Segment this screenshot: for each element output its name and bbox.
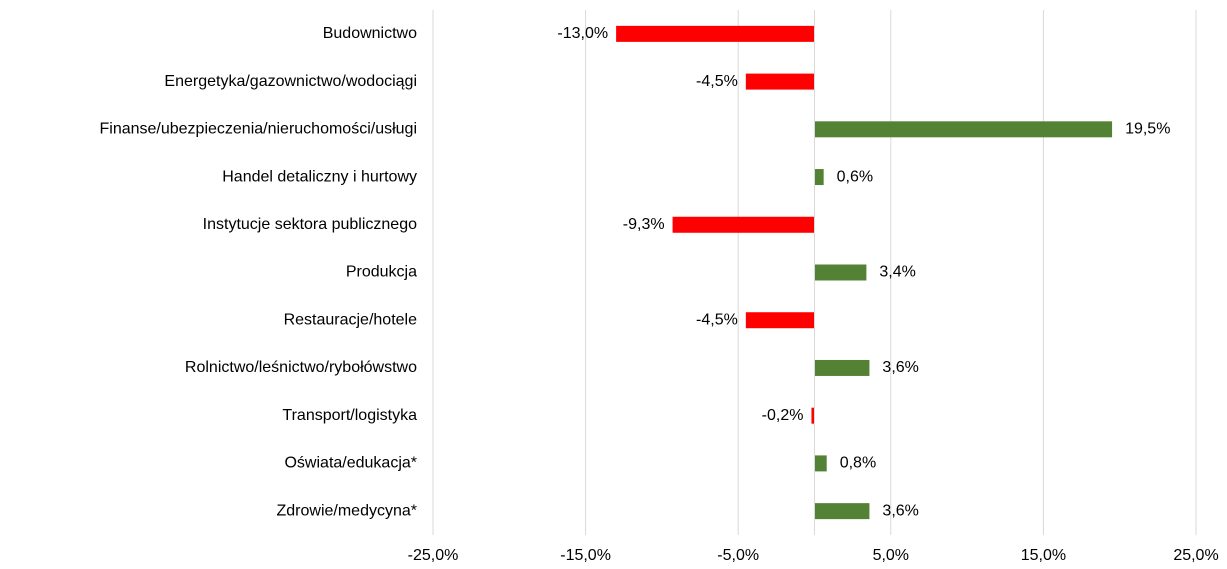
data-label: 3,6% bbox=[882, 359, 918, 376]
data-label: -0,2% bbox=[762, 407, 804, 424]
x-tick-label: 15,0% bbox=[1021, 547, 1066, 564]
category-label: Transport/logistyka bbox=[282, 407, 417, 424]
data-label: 3,4% bbox=[879, 264, 915, 281]
bar bbox=[672, 216, 815, 233]
bar bbox=[814, 121, 1113, 138]
bar bbox=[811, 407, 815, 424]
data-label: 19,5% bbox=[1125, 121, 1170, 138]
category-label: Instytucje sektora publicznego bbox=[203, 216, 417, 233]
bar bbox=[616, 25, 815, 42]
category-label: Oświata/edukacja* bbox=[284, 455, 417, 472]
x-tick-label: -5,0% bbox=[717, 547, 759, 564]
data-label: -4,5% bbox=[696, 311, 738, 328]
category-label: Handel detaliczny i hurtowy bbox=[222, 168, 417, 185]
category-label: Finanse/ubezpieczenia/nieruchomości/usłu… bbox=[99, 121, 417, 138]
bar bbox=[745, 312, 815, 329]
data-label: -4,5% bbox=[696, 73, 738, 90]
x-tick-label: -15,0% bbox=[560, 547, 611, 564]
bar bbox=[814, 169, 824, 186]
data-label: -13,0% bbox=[557, 25, 608, 42]
data-label: 3,6% bbox=[882, 502, 918, 519]
bar bbox=[814, 264, 867, 281]
data-label: 0,8% bbox=[840, 455, 876, 472]
category-label: Produkcja bbox=[346, 264, 417, 281]
x-tick-label: 5,0% bbox=[873, 547, 909, 564]
data-label: -9,3% bbox=[623, 216, 665, 233]
x-tick-label: 25,0% bbox=[1173, 547, 1218, 564]
bar bbox=[745, 73, 815, 90]
category-label: Rolnictwo/leśnictwo/rybołówstwo bbox=[185, 359, 417, 376]
category-label: Zdrowie/medycyna* bbox=[277, 502, 418, 519]
bar bbox=[814, 455, 827, 472]
data-label: 0,6% bbox=[837, 168, 873, 185]
category-label: Budownictwo bbox=[323, 25, 417, 42]
x-tick-label: -25,0% bbox=[408, 547, 459, 564]
category-label: Restauracje/hotele bbox=[284, 311, 418, 328]
bar bbox=[814, 359, 870, 376]
category-label: Energetyka/gazownictwo/wodociągi bbox=[164, 73, 417, 90]
bar bbox=[814, 503, 870, 520]
